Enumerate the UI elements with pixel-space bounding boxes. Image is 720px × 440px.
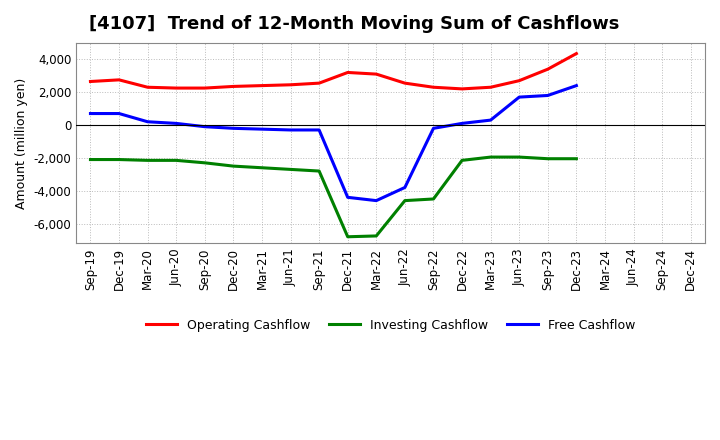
Investing Cashflow bbox=[572, 156, 581, 161]
Investing Cashflow bbox=[200, 160, 209, 165]
Operating Cashflow bbox=[400, 81, 409, 86]
Investing Cashflow bbox=[343, 234, 352, 239]
Operating Cashflow bbox=[172, 85, 181, 91]
Free Cashflow bbox=[172, 121, 181, 126]
Free Cashflow bbox=[544, 93, 552, 98]
Free Cashflow bbox=[258, 127, 266, 132]
Investing Cashflow bbox=[400, 198, 409, 203]
Legend: Operating Cashflow, Investing Cashflow, Free Cashflow: Operating Cashflow, Investing Cashflow, … bbox=[140, 314, 641, 337]
Operating Cashflow bbox=[515, 78, 523, 83]
Investing Cashflow bbox=[258, 165, 266, 170]
Free Cashflow bbox=[400, 185, 409, 190]
Operating Cashflow bbox=[287, 82, 295, 88]
Investing Cashflow bbox=[458, 158, 467, 163]
Operating Cashflow bbox=[572, 51, 581, 56]
Free Cashflow bbox=[229, 126, 238, 131]
Free Cashflow bbox=[315, 127, 323, 132]
Free Cashflow bbox=[200, 124, 209, 129]
Line: Operating Cashflow: Operating Cashflow bbox=[91, 54, 577, 89]
Operating Cashflow bbox=[258, 83, 266, 88]
Investing Cashflow bbox=[229, 164, 238, 169]
Operating Cashflow bbox=[343, 70, 352, 75]
Free Cashflow bbox=[143, 119, 152, 125]
Free Cashflow bbox=[86, 111, 95, 116]
Line: Free Cashflow: Free Cashflow bbox=[91, 86, 577, 201]
Investing Cashflow bbox=[172, 158, 181, 163]
Free Cashflow bbox=[572, 83, 581, 88]
Investing Cashflow bbox=[143, 158, 152, 163]
Free Cashflow bbox=[287, 127, 295, 132]
Investing Cashflow bbox=[515, 154, 523, 160]
Free Cashflow bbox=[515, 95, 523, 100]
Line: Investing Cashflow: Investing Cashflow bbox=[91, 157, 577, 237]
Operating Cashflow bbox=[114, 77, 123, 82]
Investing Cashflow bbox=[86, 157, 95, 162]
Investing Cashflow bbox=[429, 196, 438, 202]
Y-axis label: Amount (million yen): Amount (million yen) bbox=[15, 77, 28, 209]
Operating Cashflow bbox=[143, 84, 152, 90]
Investing Cashflow bbox=[372, 233, 381, 238]
Investing Cashflow bbox=[287, 167, 295, 172]
Investing Cashflow bbox=[486, 154, 495, 160]
Operating Cashflow bbox=[429, 84, 438, 90]
Operating Cashflow bbox=[200, 85, 209, 91]
Operating Cashflow bbox=[544, 66, 552, 72]
Free Cashflow bbox=[429, 126, 438, 131]
Free Cashflow bbox=[114, 111, 123, 116]
Free Cashflow bbox=[486, 117, 495, 123]
Operating Cashflow bbox=[458, 86, 467, 92]
Investing Cashflow bbox=[544, 156, 552, 161]
Investing Cashflow bbox=[114, 157, 123, 162]
Operating Cashflow bbox=[486, 84, 495, 90]
Free Cashflow bbox=[458, 121, 467, 126]
Investing Cashflow bbox=[315, 169, 323, 174]
Free Cashflow bbox=[372, 198, 381, 203]
Operating Cashflow bbox=[229, 84, 238, 89]
Text: [4107]  Trend of 12-Month Moving Sum of Cashflows: [4107] Trend of 12-Month Moving Sum of C… bbox=[89, 15, 619, 33]
Free Cashflow bbox=[343, 194, 352, 200]
Operating Cashflow bbox=[315, 81, 323, 86]
Operating Cashflow bbox=[86, 79, 95, 84]
Operating Cashflow bbox=[372, 71, 381, 77]
